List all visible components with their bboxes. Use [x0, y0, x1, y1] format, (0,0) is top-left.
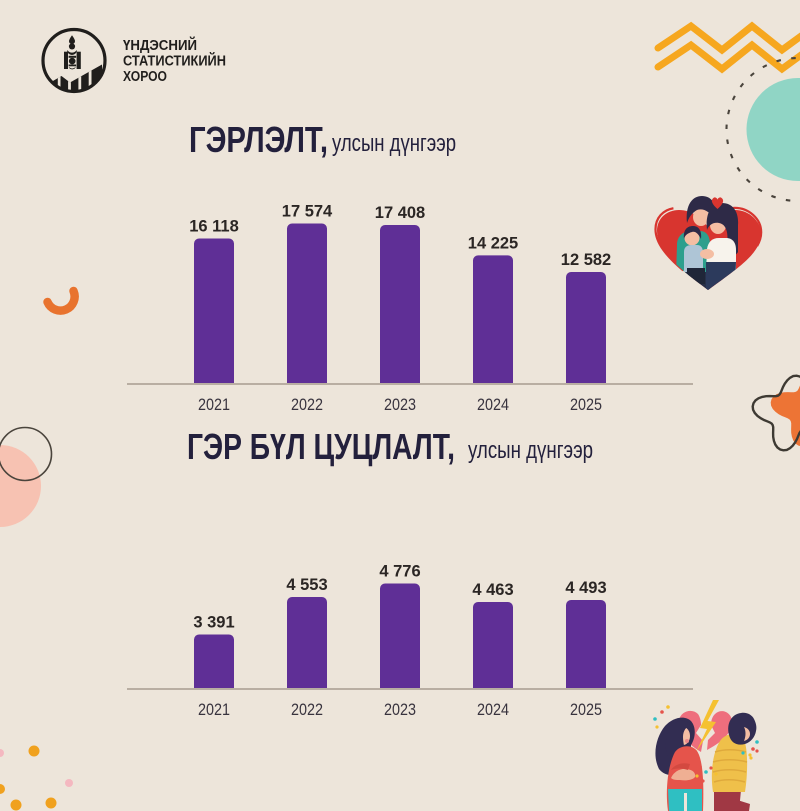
svg-text:улсын дүнгээр: улсын дүнгээр [332, 130, 456, 157]
svg-text:2023: 2023 [384, 396, 416, 414]
svg-text:2021: 2021 [198, 701, 230, 719]
svg-text:4 776: 4 776 [379, 563, 420, 581]
svg-text:2025: 2025 [570, 701, 602, 719]
svg-text:14 225: 14 225 [468, 234, 518, 252]
svg-text:4 553: 4 553 [286, 576, 327, 594]
svg-text:улсын дүнгээр: улсын дүнгээр [468, 437, 593, 464]
svg-text:17 574: 17 574 [282, 203, 333, 221]
svg-text:4 463: 4 463 [472, 581, 513, 599]
svg-text:12 582: 12 582 [561, 251, 611, 269]
svg-text:2024: 2024 [477, 396, 509, 414]
svg-text:2022: 2022 [291, 701, 323, 719]
svg-text:4 493: 4 493 [565, 579, 606, 597]
svg-text:ҮНДЭСНИЙ: ҮНДЭСНИЙ [123, 36, 197, 54]
svg-text:СТАТИСТИКИЙН: СТАТИСТИКИЙН [123, 52, 226, 70]
svg-text:3 391: 3 391 [193, 614, 234, 632]
svg-text:2023: 2023 [384, 701, 416, 719]
svg-text:2021: 2021 [198, 396, 230, 414]
svg-text:2025: 2025 [570, 396, 602, 414]
svg-text:2022: 2022 [291, 396, 323, 414]
svg-text:ГЭР БҮЛ ЦУЦЛАЛТ,: ГЭР БҮЛ ЦУЦЛАЛТ, [187, 426, 455, 467]
svg-text:2024: 2024 [477, 701, 509, 719]
svg-text:17 408: 17 408 [375, 204, 425, 222]
svg-text:ГЭРЛЭЛТ,: ГЭРЛЭЛТ, [189, 119, 328, 160]
svg-text:ХОРОО: ХОРОО [123, 69, 167, 85]
svg-text:16 118: 16 118 [189, 218, 239, 236]
